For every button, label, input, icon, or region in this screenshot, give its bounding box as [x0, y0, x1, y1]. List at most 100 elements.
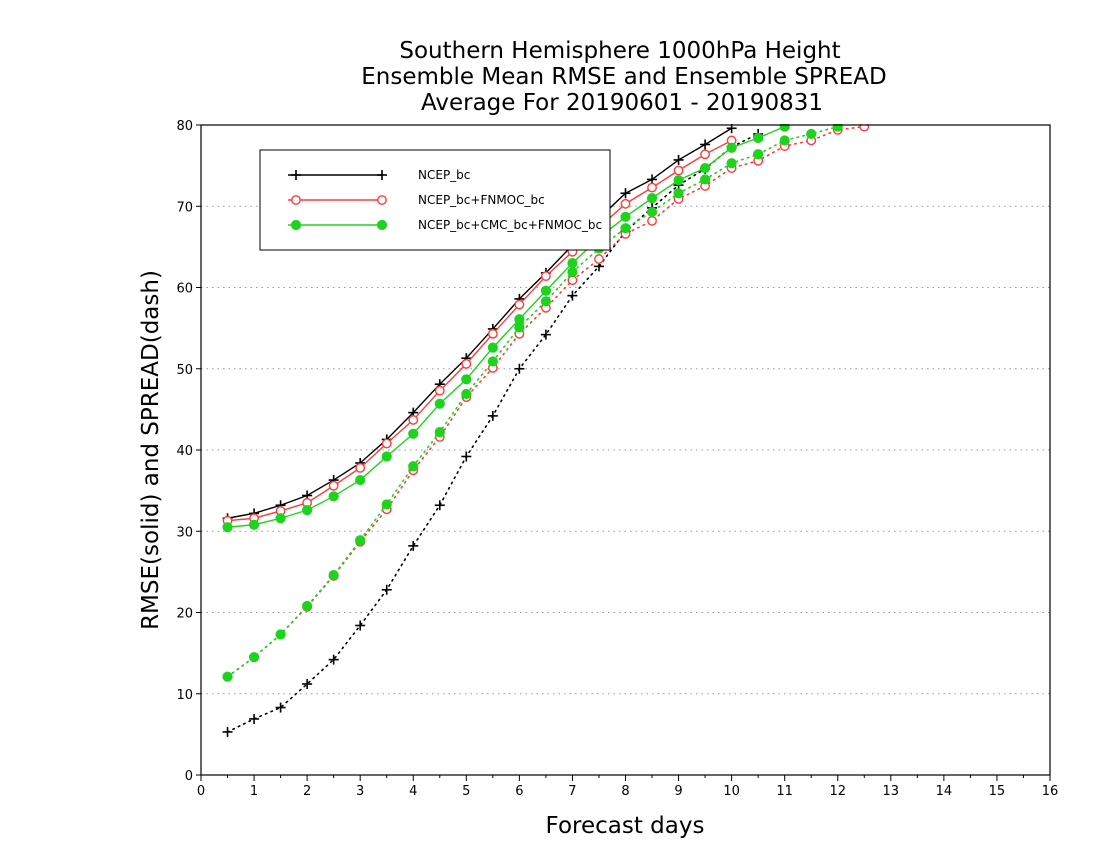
- rmse-point: [514, 314, 525, 325]
- rmse-point: [328, 491, 339, 502]
- x-tick-label: 16: [1042, 784, 1059, 799]
- spread-point: [408, 540, 419, 551]
- rmse-point: [620, 211, 631, 222]
- rmse-point: [328, 480, 339, 491]
- rmse-point: [434, 385, 445, 396]
- legend-marker: [291, 195, 301, 205]
- spread-point: [302, 600, 313, 612]
- spread-point: [567, 275, 578, 286]
- rmse-line-series-0: [227, 127, 732, 519]
- spread-point: [381, 499, 392, 510]
- spread-point: [699, 174, 711, 185]
- spread-point: [514, 363, 525, 374]
- spread-point: [222, 671, 233, 682]
- rmse-point: [700, 149, 710, 160]
- spread-point: [302, 679, 313, 689]
- spread-point: [620, 223, 631, 234]
- rmse-point: [381, 438, 392, 449]
- rmse-point: [408, 415, 419, 425]
- y-axis: 0 10 20 30 40 50 60 70 80: [176, 119, 201, 784]
- spread-point: [594, 254, 604, 264]
- spread-point: [567, 290, 578, 301]
- spread-point: [275, 702, 286, 713]
- spread-point: [540, 296, 552, 307]
- spread-point: [859, 124, 870, 132]
- y-tick-label: 10: [176, 688, 193, 703]
- rmse-point: [275, 513, 286, 524]
- legend-marker: [377, 195, 387, 205]
- spread-point: [222, 726, 233, 737]
- rmse-point: [514, 299, 525, 310]
- x-tick-label: 13: [883, 784, 900, 799]
- rmse-point: [302, 505, 313, 516]
- spread-point: [461, 388, 472, 400]
- spread-point: [487, 356, 498, 367]
- spread-point: [567, 266, 578, 278]
- y-tick-label: 60: [176, 282, 193, 297]
- x-tick-label: 9: [674, 784, 682, 799]
- spread-point: [355, 620, 366, 631]
- y-axis-title: RMSE(solid) and SPREAD(dash): [138, 270, 164, 630]
- rmse-point: [647, 182, 657, 193]
- spread-point: [434, 427, 445, 438]
- spread-point: [673, 188, 684, 199]
- spread-point: [275, 629, 286, 640]
- x-tick-label: 15: [989, 784, 1006, 799]
- x-tick-label: 11: [776, 784, 793, 799]
- rmse-point: [779, 124, 790, 132]
- spread-point: [753, 149, 764, 160]
- legend-marker: [291, 170, 301, 180]
- legend-label: NCEP_bc: [418, 168, 470, 182]
- rmse-point: [699, 162, 711, 174]
- y-tick-label: 30: [176, 525, 193, 540]
- rmse-point: [567, 258, 578, 269]
- x-tick-label: 0: [197, 784, 205, 799]
- spread-point: [355, 535, 366, 546]
- legend-marker: [377, 170, 387, 180]
- rmse-point: [355, 462, 366, 473]
- spread-point: [832, 124, 843, 132]
- x-tick-label: 10: [723, 784, 740, 799]
- x-axis: 0 1 2 3 4 5 6 7 8 9 10 11 12 13 14 15 16: [197, 775, 1058, 799]
- legend-marker: [290, 219, 302, 231]
- spread-point: [249, 713, 260, 724]
- legend-label: NCEP_bc+FNMOC_bc: [418, 193, 545, 207]
- spread-point: [726, 158, 737, 169]
- spread-point: [806, 128, 817, 140]
- rmse-point: [646, 193, 658, 204]
- rmse-point: [487, 342, 498, 353]
- rmse-point: [541, 271, 551, 282]
- rmse-point: [408, 428, 419, 439]
- legend-label: NCEP_bc+CMC_bc+FNMOC_bc: [418, 218, 602, 232]
- legend-marker: [376, 219, 388, 231]
- spread-point: [328, 654, 339, 665]
- legend-entry: NCEP_bc+FNMOC_bc: [288, 193, 545, 207]
- title-line-3: Average For 20190601 - 20190831: [421, 90, 823, 116]
- spread-point: [647, 215, 657, 226]
- spread-point: [540, 329, 551, 340]
- rmse-point: [222, 522, 233, 533]
- x-tick-label: 6: [515, 784, 523, 799]
- spread-point: [461, 451, 472, 462]
- x-tick-label: 7: [568, 784, 576, 799]
- spread-point: [381, 584, 392, 595]
- rmse-point: [461, 358, 472, 369]
- x-tick-label: 8: [621, 784, 629, 799]
- rmse-point: [434, 398, 445, 409]
- y-tick-label: 40: [176, 444, 193, 459]
- x-tick-label: 2: [303, 784, 311, 799]
- legend-entry: NCEP_bc: [288, 168, 470, 182]
- spread-point: [434, 500, 445, 511]
- spread-lines: [222, 124, 870, 737]
- y-tick-label: 0: [185, 769, 193, 784]
- spread-point: [646, 206, 658, 218]
- rmse-point: [673, 165, 684, 176]
- spread-point: [328, 570, 339, 581]
- y-tick-label: 50: [176, 363, 193, 378]
- x-tick-label: 14: [936, 784, 953, 799]
- rmse-point: [487, 328, 498, 339]
- rmse-line-series-1: [227, 139, 732, 522]
- legend-entry: NCEP_bc+CMC_bc+FNMOC_bc: [288, 218, 602, 232]
- title-line-2: Ensemble Mean RMSE and Ensemble SPREAD: [361, 64, 886, 90]
